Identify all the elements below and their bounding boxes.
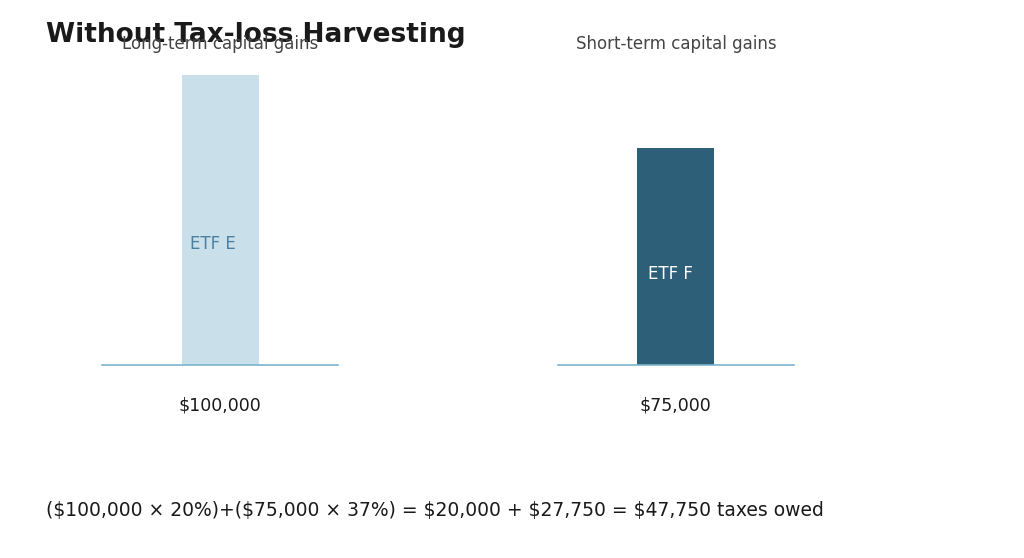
Bar bbox=[182, 75, 258, 365]
Text: Short-term capital gains: Short-term capital gains bbox=[575, 35, 776, 53]
Text: ($100,000 × 20%)+($75,000 × 37%) = $20,000 + $27,750 = $47,750 taxes owed: ($100,000 × 20%)+($75,000 × 37%) = $20,0… bbox=[46, 501, 824, 520]
Text: Without Tax-loss Harvesting: Without Tax-loss Harvesting bbox=[46, 22, 466, 49]
Text: ETF E: ETF E bbox=[190, 234, 236, 253]
Bar bbox=[637, 148, 715, 365]
Text: $75,000: $75,000 bbox=[640, 396, 712, 414]
Text: $100,000: $100,000 bbox=[179, 396, 261, 414]
Text: Long-term capital gains: Long-term capital gains bbox=[122, 35, 318, 53]
Text: ETF F: ETF F bbox=[648, 265, 692, 283]
